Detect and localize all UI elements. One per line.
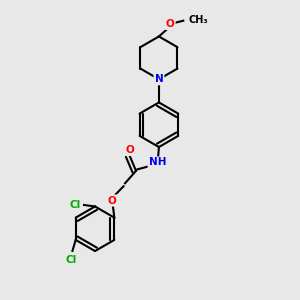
Text: Cl: Cl [66,255,77,265]
Text: NH: NH [149,158,166,167]
Text: O: O [108,196,117,206]
Text: CH₃: CH₃ [189,14,208,25]
Text: N: N [154,74,163,84]
Text: O: O [166,19,175,29]
Text: O: O [125,145,134,155]
Text: Cl: Cl [70,200,81,210]
